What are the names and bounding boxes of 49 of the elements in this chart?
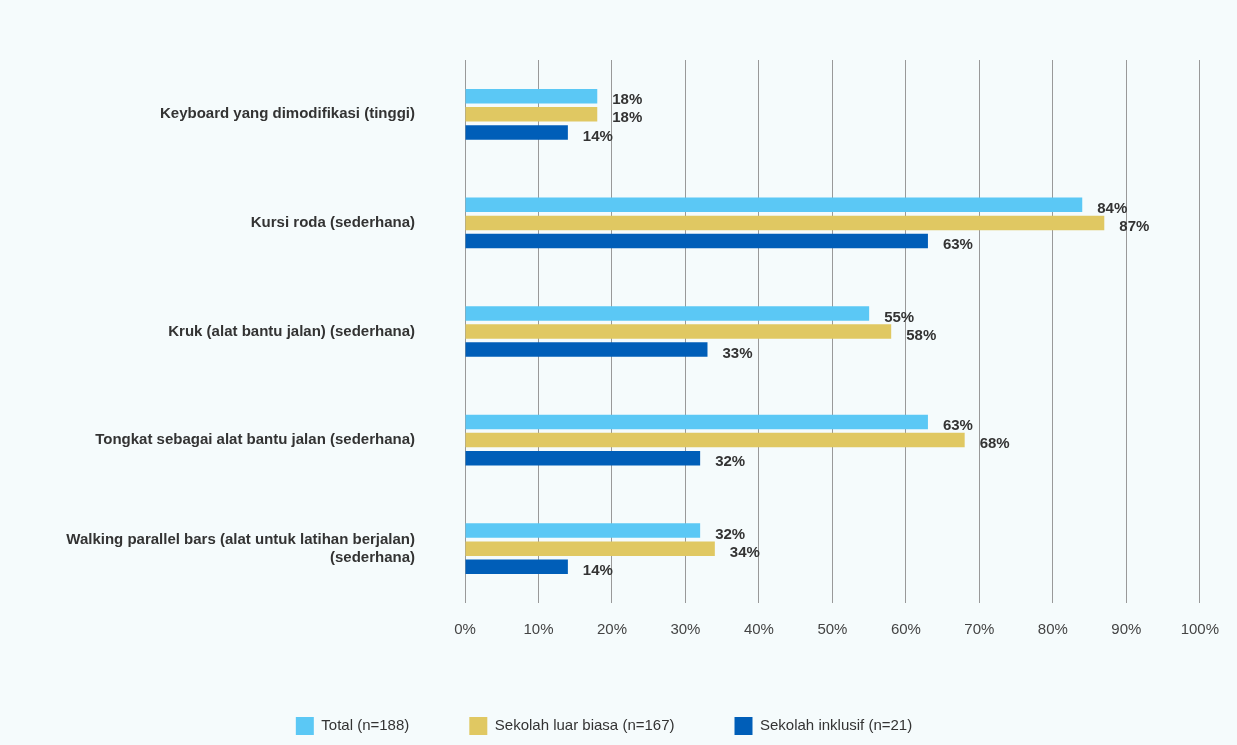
x-tick-label: 80%	[1037, 620, 1068, 638]
legend-label: Total (n=188)	[321, 716, 410, 734]
bar	[465, 107, 598, 122]
bar	[465, 197, 1083, 213]
x-tick-label: 100%	[1180, 620, 1220, 638]
legend-label: Sekolah inklusif (n=21)	[760, 716, 913, 734]
bar	[465, 432, 965, 448]
bar	[465, 324, 892, 339]
bar	[465, 523, 701, 538]
data-label: 55%	[884, 307, 915, 325]
data-label: 32%	[715, 452, 746, 470]
x-tick-label: 90%	[1111, 620, 1142, 638]
x-tick-label: 50%	[817, 620, 848, 638]
x-tick-label: 0%	[454, 620, 476, 638]
data-label: 68%	[979, 434, 1010, 452]
data-label: 58%	[906, 325, 937, 343]
data-label: 33%	[722, 343, 753, 361]
y-tick-label: Tongkat sebagai alat bantu jalan (sederhana)	[95, 430, 415, 448]
legend-label: Sekolah luar biasa (n=167)	[494, 716, 675, 734]
bar	[465, 414, 928, 430]
data-label: 87%	[1119, 217, 1150, 235]
data-label: 18%	[612, 108, 643, 126]
x-tick-label: 10%	[523, 620, 554, 638]
y-tick-label: Walking parallel bars (alat untuk latihan berjalan) (sederhana)	[66, 529, 415, 565]
bar	[465, 450, 701, 466]
x-tick-label: 20%	[596, 620, 627, 638]
data-label: 14%	[582, 560, 613, 578]
data-label: 34%	[729, 542, 760, 560]
x-tick-label: 30%	[670, 620, 701, 638]
x-tick-label: 70%	[964, 620, 995, 638]
bar	[465, 559, 568, 575]
bar	[465, 342, 708, 357]
bar	[465, 125, 568, 140]
bar	[465, 306, 870, 321]
x-tick-label: 60%	[890, 620, 921, 638]
bar	[465, 215, 1105, 231]
data-label: 32%	[715, 524, 746, 542]
data-label: 18%	[612, 90, 643, 108]
data-label: 63%	[942, 416, 973, 434]
data-label: 84%	[1097, 198, 1128, 216]
y-tick-label: Kruk (alat bantu jalan) (sederhana)	[168, 321, 415, 339]
y-tick-label: Keyboard yang dimodifikasi (tinggi)	[159, 104, 415, 122]
bar	[465, 541, 715, 556]
x-tick-label: 40%	[743, 620, 774, 638]
bar	[465, 233, 928, 249]
bar	[465, 88, 598, 104]
data-label: 63%	[942, 235, 973, 253]
y-tick-label: Kursi roda (sederhana)	[250, 213, 415, 231]
data-label: 14%	[582, 126, 613, 144]
